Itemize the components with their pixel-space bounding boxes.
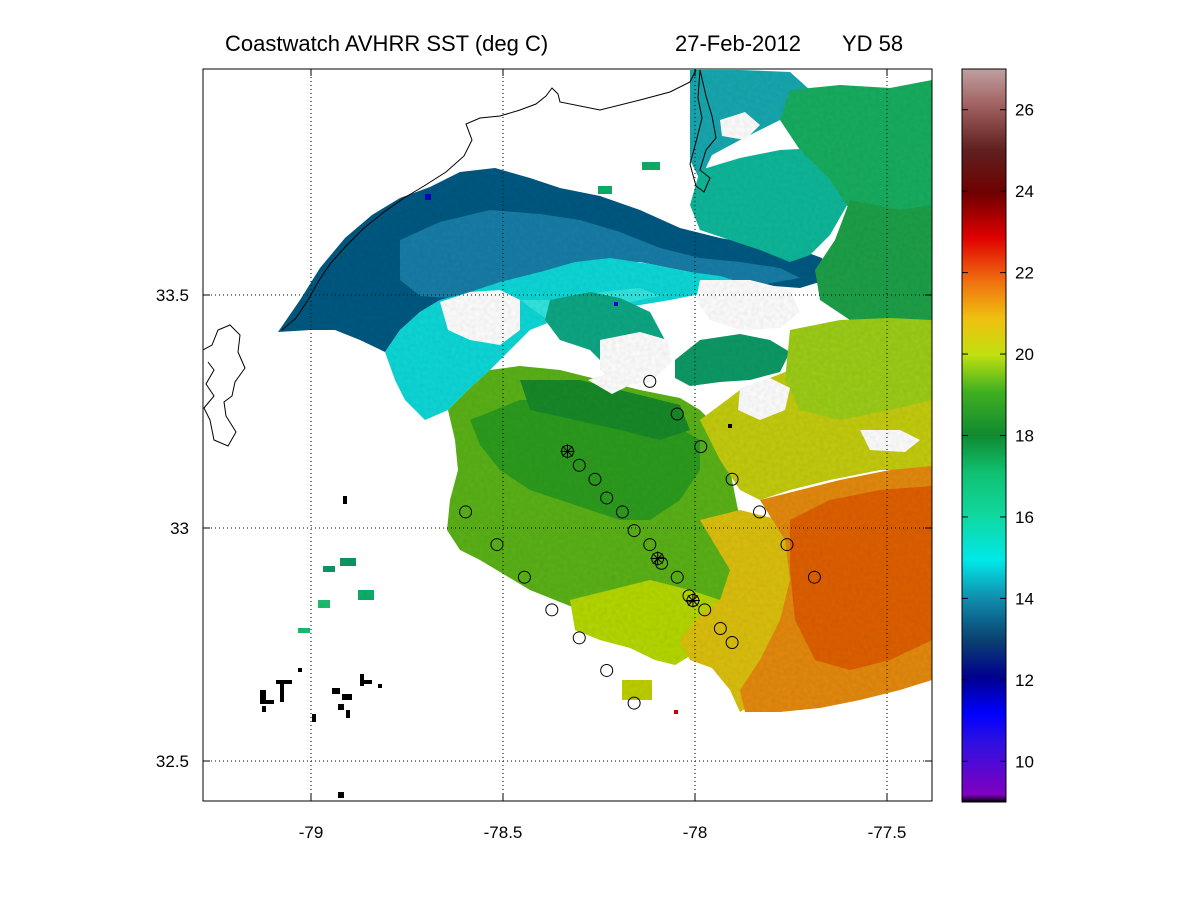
station-marker (600, 663, 614, 677)
station-marker (698, 603, 712, 617)
x-tick-label: -78 (683, 823, 708, 842)
colorbar-tick-label: 10 (1015, 752, 1034, 771)
station-marker (627, 696, 641, 710)
station-marker (753, 505, 767, 519)
station-marker (459, 505, 473, 519)
map-title-yearday: YD 58 (842, 31, 903, 56)
y-tick-label: 33 (170, 519, 189, 538)
map-frame (202, 68, 933, 802)
colorbar-tick-label: 18 (1015, 427, 1034, 446)
station-marker (725, 472, 739, 486)
map-tick-marks (203, 69, 932, 801)
sst-field (203, 69, 932, 801)
station-marker (572, 458, 586, 472)
station-marker (655, 556, 669, 570)
station-markers (459, 374, 821, 710)
station-marker (615, 505, 629, 519)
x-tick-label: -77.5 (868, 823, 907, 842)
mask-specks (260, 424, 732, 798)
station-marker (600, 491, 614, 505)
x-tick-label: -79 (299, 823, 324, 842)
station-marker (572, 631, 586, 645)
grid-lines (203, 69, 932, 801)
x-tick-label: -78.5 (484, 823, 523, 842)
station-cross-marker (685, 593, 700, 608)
station-marker (517, 570, 531, 584)
station-marker (545, 603, 559, 617)
station-marker (725, 635, 739, 649)
station-marker (694, 440, 708, 454)
map-title-product: Coastwatch AVHRR SST (deg C) (225, 31, 548, 56)
colorbar-tick-label: 22 (1015, 264, 1034, 283)
colorbar-tick-label: 24 (1015, 182, 1034, 201)
map-title-date: 27-Feb-2012 (675, 31, 801, 56)
station-marker (643, 538, 657, 552)
colorbar-tick-label: 26 (1015, 101, 1034, 120)
station-marker (490, 538, 504, 552)
coastline (203, 69, 717, 447)
station-marker (670, 407, 684, 421)
station-marker (627, 524, 641, 538)
colorbar-ticks: 10 12 14 16 18 20 22 24 26 (962, 101, 1034, 771)
colorbar-tick-label: 12 (1015, 671, 1034, 690)
colorbar-tick-label: 14 (1015, 589, 1034, 608)
station-marker (780, 538, 794, 552)
station-marker (682, 589, 696, 603)
colorbar (962, 69, 1006, 802)
y-tick-label: 32.5 (156, 752, 189, 771)
station-cross-marker (560, 444, 575, 459)
station-marker (643, 374, 657, 388)
colorbar-tick-label: 16 (1015, 508, 1034, 527)
colorbar-tick-label: 20 (1015, 345, 1034, 364)
station-marker (588, 472, 602, 486)
y-tick-label: 33.5 (156, 286, 189, 305)
station-marker (713, 621, 727, 635)
station-marker (807, 570, 821, 584)
station-marker (670, 570, 684, 584)
